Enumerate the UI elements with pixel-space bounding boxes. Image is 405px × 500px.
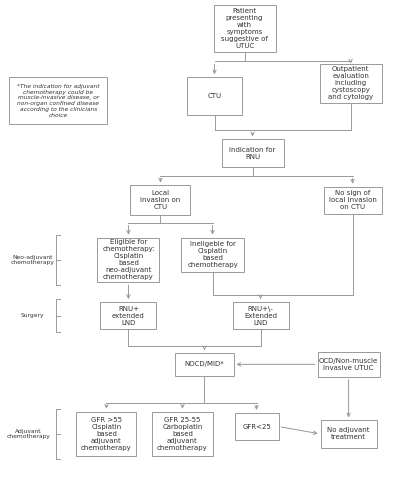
FancyBboxPatch shape [130, 186, 190, 215]
FancyBboxPatch shape [221, 140, 283, 166]
Text: CTU: CTU [207, 93, 221, 99]
Text: Outpatient
evaluation
including
cystoscopy
and cytology: Outpatient evaluation including cystosco… [327, 66, 372, 100]
Text: No sign of
local invasion
on CTU: No sign of local invasion on CTU [328, 190, 375, 210]
FancyBboxPatch shape [97, 238, 159, 282]
Text: Patient
presenting
with
symptoms
suggestive of
UTUC: Patient presenting with symptoms suggest… [221, 8, 267, 49]
Text: RNU+
extended
LND: RNU+ extended LND [112, 306, 145, 326]
FancyBboxPatch shape [181, 238, 243, 272]
FancyBboxPatch shape [175, 353, 233, 376]
Text: GFR >55
Cisplatin
based
adjuvant
chemotherapy: GFR >55 Cisplatin based adjuvant chemoth… [81, 417, 132, 451]
FancyBboxPatch shape [232, 302, 288, 330]
FancyBboxPatch shape [317, 352, 379, 377]
Text: RNU+\-
Extended
LND: RNU+\- Extended LND [243, 306, 276, 326]
FancyBboxPatch shape [234, 413, 278, 440]
Text: GFR<25: GFR<25 [241, 424, 270, 430]
FancyBboxPatch shape [100, 302, 156, 330]
FancyBboxPatch shape [76, 412, 136, 457]
FancyBboxPatch shape [187, 77, 241, 114]
Text: OCD/Non-muscle
invasive UTUC: OCD/Non-muscle invasive UTUC [318, 358, 377, 371]
Text: Surgery: Surgery [21, 313, 44, 318]
FancyBboxPatch shape [213, 5, 275, 52]
Text: No adjuvant
treatment: No adjuvant treatment [326, 428, 369, 440]
FancyBboxPatch shape [323, 186, 381, 214]
Text: *The indication for adjuvant
chemotherapy could be
muscle-invasive disease, or
n: *The indication for adjuvant chemotherap… [17, 84, 99, 118]
Text: Neo-adjuvant
chemotherapy: Neo-adjuvant chemotherapy [11, 254, 54, 266]
Text: Indication for
RNU: Indication for RNU [229, 146, 275, 160]
Text: NOCD/MID*: NOCD/MID* [184, 362, 224, 368]
Text: Eligible for
chemotherapy:
Cisplatin
based
neo-adjuvant
chemotherapy: Eligible for chemotherapy: Cisplatin bas… [102, 240, 154, 281]
FancyBboxPatch shape [320, 420, 376, 448]
Text: GFR 25-55
Carboplatin
based
adjuvant
chemotherapy: GFR 25-55 Carboplatin based adjuvant che… [157, 417, 207, 451]
FancyBboxPatch shape [152, 412, 212, 457]
Text: Local
invasion on
CTU: Local invasion on CTU [140, 190, 180, 210]
Text: Adjuvant
chemotherapy: Adjuvant chemotherapy [6, 428, 50, 440]
Text: Ineligeble for
Cisplatin
based
chemotherapy: Ineligeble for Cisplatin based chemother… [187, 242, 237, 268]
FancyBboxPatch shape [319, 64, 381, 104]
FancyBboxPatch shape [9, 77, 107, 124]
